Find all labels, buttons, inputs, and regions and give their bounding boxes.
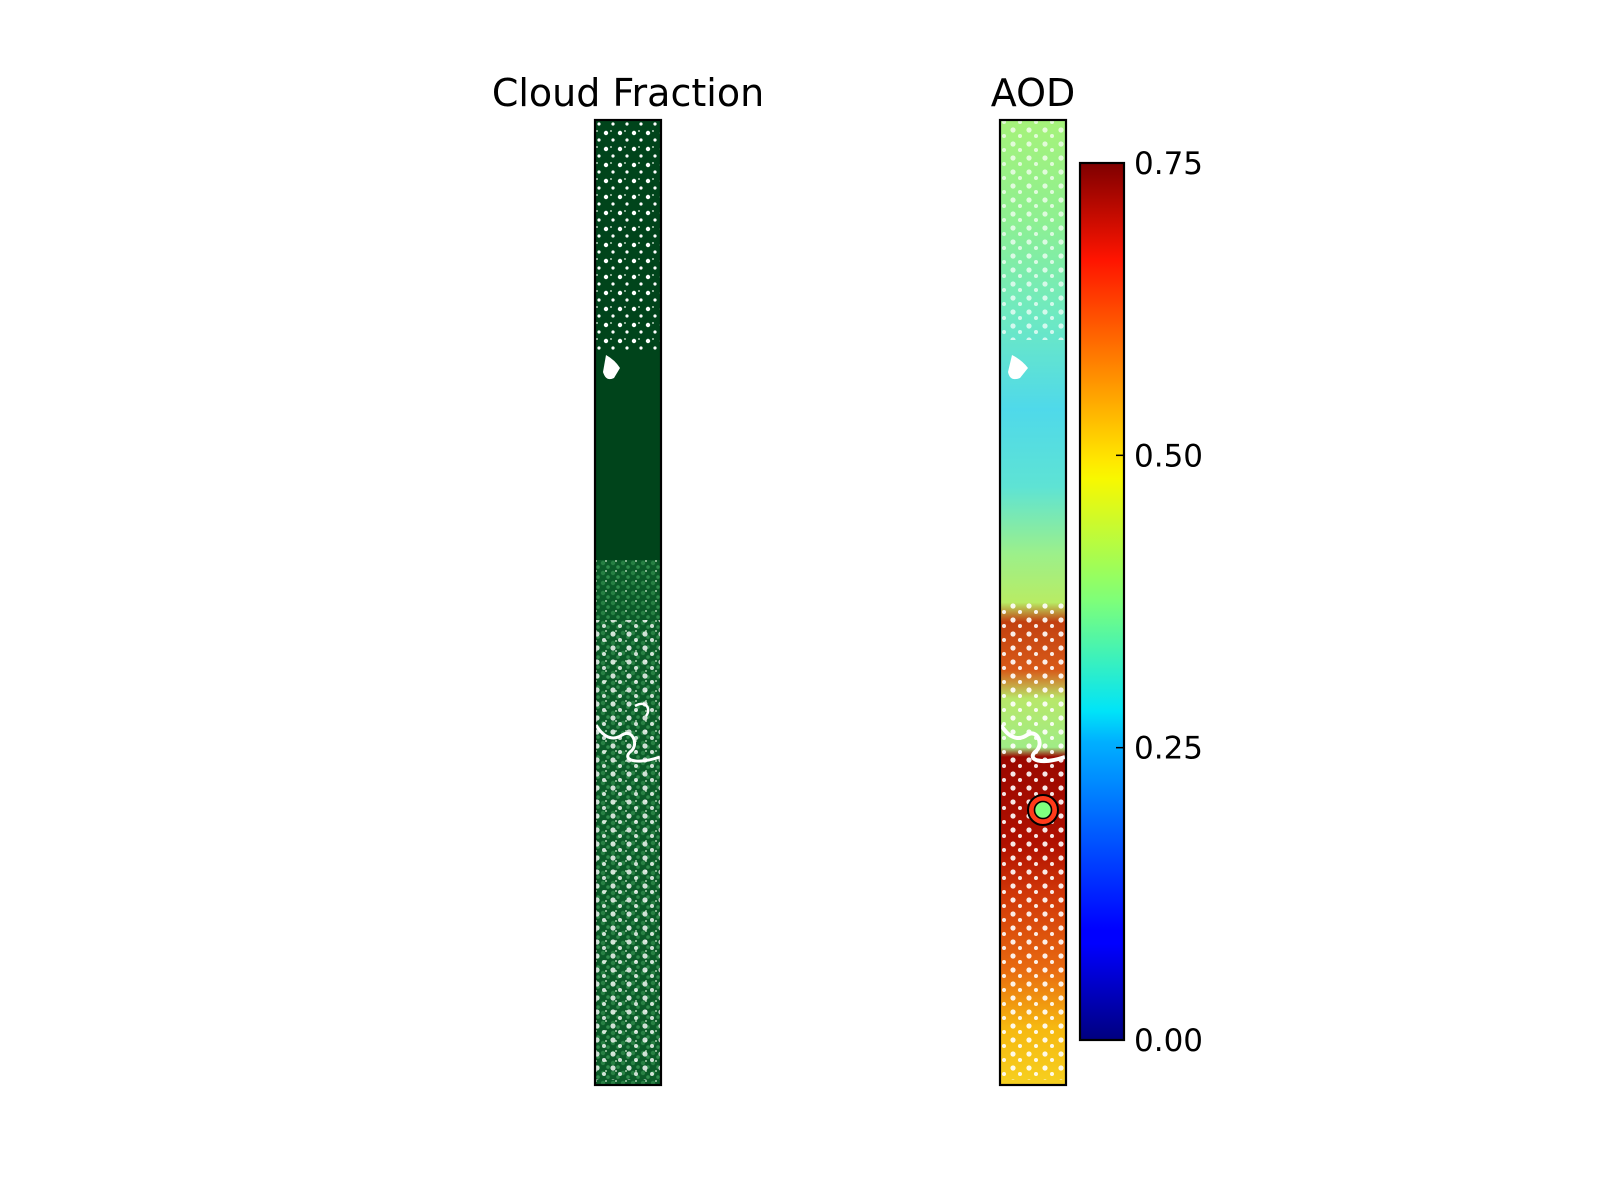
aod-lake-gap [1008, 355, 1028, 380]
colorbar-tick-label: 0.25 [1134, 731, 1203, 767]
colorbar-tick-label: 0.75 [1134, 146, 1203, 182]
site-marker [1027, 794, 1059, 826]
colorbar-gradient [1080, 163, 1124, 1040]
aod-colorbar: 0.00 0.25 0.50 0.75 [1078, 146, 1203, 1059]
cf-frame [593, 118, 663, 1087]
cf-lake-feature [603, 355, 620, 380]
colorbar-frame [1078, 161, 1126, 1042]
colorbar-tick-label: 0.00 [1134, 1023, 1203, 1059]
cloud-fraction-panel: Cloud Fraction [492, 71, 764, 1087]
aod-top-gaps [1000, 120, 1066, 340]
cf-lower-clouds [595, 620, 661, 1080]
cf-river-feature [594, 724, 661, 763]
cloud-fraction-heatmap [593, 118, 663, 1087]
site-marker-dot [1033, 800, 1053, 820]
aod-title: AOD [991, 71, 1076, 115]
colorbar-ticks: 0.00 0.25 0.50 0.75 [1116, 146, 1203, 1059]
cf-top-clouds [595, 120, 661, 350]
colorbar-tick-label: 0.50 [1134, 438, 1203, 474]
aod-river-gap [999, 723, 1066, 764]
cf-river-branch [634, 702, 650, 717]
aod-lower-gaps [1000, 600, 1066, 1080]
cloud-fraction-title: Cloud Fraction [492, 71, 764, 115]
aod-heatmap [998, 118, 1068, 1087]
aod-panel: AOD 0.00 0.25 0.50 0.75 [991, 71, 1203, 1087]
aod-frame [998, 118, 1068, 1087]
